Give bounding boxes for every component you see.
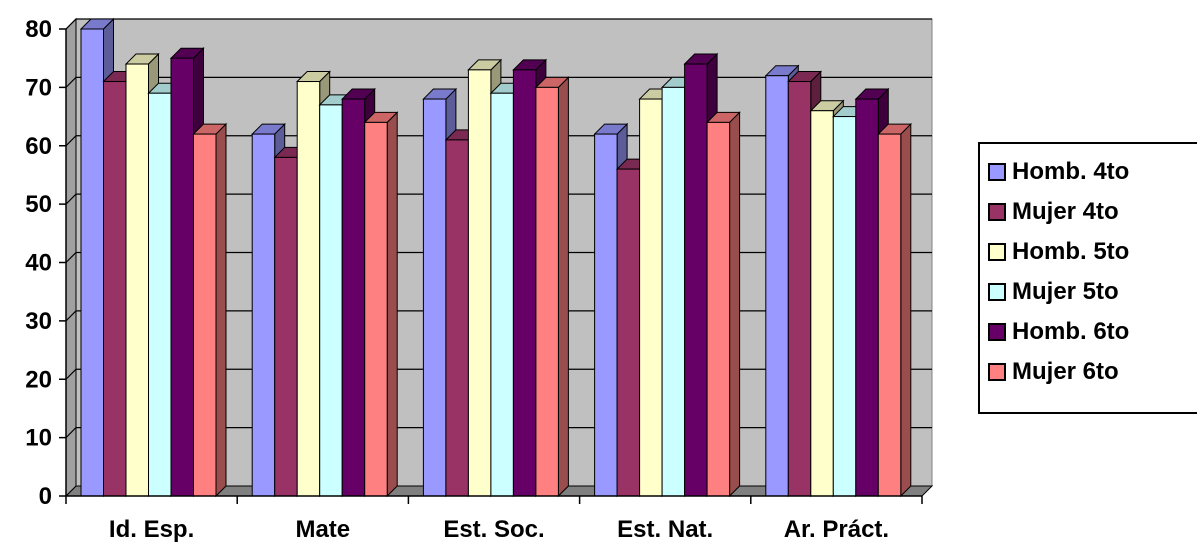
bar (534, 76, 570, 498)
legend-label: Mujer 4to (1012, 198, 1119, 225)
gridline (65, 76, 932, 88)
y-tick-label: 30 (25, 308, 52, 335)
legend-swatch (988, 243, 1006, 261)
legend-item: Mujer 4to (988, 196, 1119, 228)
bars (79, 17, 913, 498)
axes (59, 28, 923, 504)
legend-label: Homb. 6to (1012, 318, 1130, 345)
y-axis-tick-labels: 0 10 20 30 40 50 60 70 80 (25, 16, 52, 510)
legend-label: Mujer 5to (1012, 278, 1119, 305)
x-tick-label: Est. Nat. (617, 516, 713, 543)
y-tick-label: 20 (25, 366, 52, 393)
y-tick-label: 0 (39, 483, 52, 510)
y-tick-label: 70 (25, 74, 52, 101)
x-tick-label: Mate (295, 516, 350, 543)
y-tick-label: 40 (25, 250, 52, 277)
y-tick-label: 60 (25, 133, 52, 160)
bar (705, 111, 741, 498)
legend-item: Homb. 6to (988, 316, 1129, 348)
gridline (65, 18, 932, 30)
y-tick-label: 50 (25, 191, 52, 218)
y-tick-label: 80 (25, 16, 52, 43)
legend-swatch (988, 203, 1006, 221)
x-tick-label: Est. Soc. (443, 516, 544, 543)
bar (877, 122, 913, 498)
legend-label: Homb. 4to (1012, 158, 1130, 185)
legend-item: Mujer 6to (988, 356, 1119, 388)
legend: Homb. 4to Mujer 4to Homb. 5to Mujer 5to Homb… (978, 142, 1197, 414)
legend-item: Mujer 5to (988, 276, 1119, 308)
legend-swatch (988, 363, 1006, 381)
legend-swatch (988, 283, 1006, 301)
y-tick-label: 10 (25, 425, 52, 452)
legend-item: Homb. 5to (988, 236, 1129, 268)
legend-swatch (988, 163, 1006, 181)
legend-item: Homb. 4to (988, 156, 1129, 188)
legend-label: Homb. 5to (1012, 238, 1130, 265)
x-tick-label: Id. Esp. (109, 516, 194, 543)
bar (192, 122, 228, 498)
bar (363, 111, 399, 498)
x-axis-tick-labels: Id. Esp. Mate Est. Soc. Est. Nat. Ar. Práct. (109, 516, 889, 543)
x-tick-label: Ar. Práct. (784, 516, 889, 543)
legend-swatch (988, 323, 1006, 341)
legend-label: Mujer 6to (1012, 358, 1119, 385)
